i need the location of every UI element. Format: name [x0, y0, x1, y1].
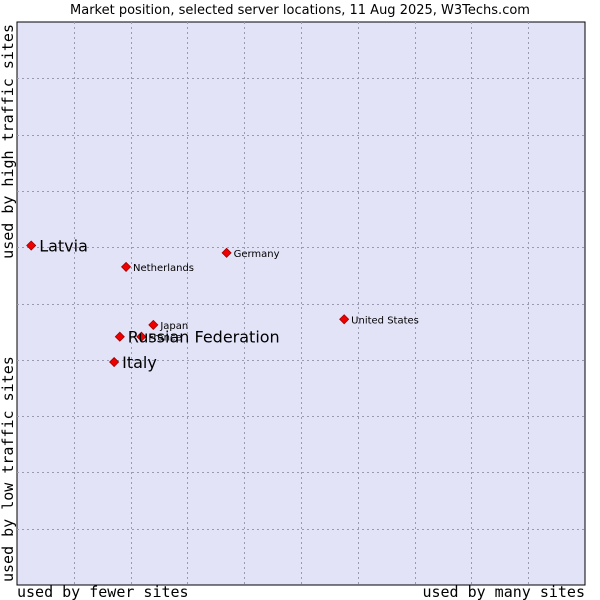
data-point-label: Germany — [234, 249, 280, 260]
data-point-marker — [339, 314, 350, 325]
chart-title: Market position, selected server locatio… — [70, 3, 530, 18]
data-point-marker — [148, 319, 159, 330]
data-points: Latvia Netherlands Germany United States Jap… — [26, 237, 419, 372]
data-point-label: France — [148, 333, 181, 344]
data-point-label: Netherlands — [133, 263, 194, 274]
data-point-marker — [26, 240, 37, 251]
x-axis-label-low: used by fewer sites — [17, 583, 189, 600]
y-axis-label-high: used by high traffic sites — [0, 24, 17, 259]
data-point-marker — [136, 331, 147, 342]
data-point-marker — [221, 247, 232, 258]
data-point-label: Russian Federation — [128, 328, 280, 347]
data-point-marker — [120, 261, 132, 272]
data-point-marker — [109, 356, 120, 368]
data-point-label: United States — [351, 315, 419, 326]
data-point-marker — [114, 331, 125, 342]
data-point-label: Italy — [122, 353, 157, 372]
y-axis-label-low: used by low traffic sites — [0, 356, 17, 582]
grid — [17, 22, 585, 585]
data-point-label: Latvia — [39, 237, 88, 256]
x-axis-label-high: used by many sites — [422, 583, 585, 600]
data-point-label: Japan — [159, 321, 188, 332]
